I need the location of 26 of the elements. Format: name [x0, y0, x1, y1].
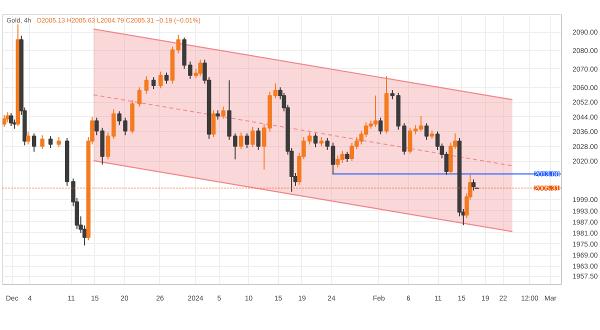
candlestick [144, 76, 149, 94]
candlestick [238, 132, 244, 150]
candlestick [313, 132, 318, 148]
candlestick [56, 136, 61, 148]
candlestick [32, 132, 36, 152]
candlestick [378, 117, 383, 135]
candlestick [471, 178, 476, 192]
candlestick [256, 127, 260, 150]
candlestick [424, 122, 429, 140]
candlestick [250, 126, 255, 148]
candlestick [2, 114, 6, 128]
candlestick [198, 59, 202, 77]
candlestick [211, 110, 216, 138]
candlestick [164, 72, 169, 84]
candlestick [151, 76, 156, 90]
candlestick [48, 136, 53, 149]
candlestick [216, 110, 220, 120]
candlestick [158, 71, 163, 89]
candlestick [137, 86, 142, 108]
candlestick [345, 151, 350, 162]
candlestick [319, 136, 324, 147]
candlestick [9, 112, 14, 126]
candlestick [221, 106, 226, 120]
candlestick [26, 131, 30, 145]
candlestick [244, 132, 250, 149]
candlestick [40, 134, 44, 150]
